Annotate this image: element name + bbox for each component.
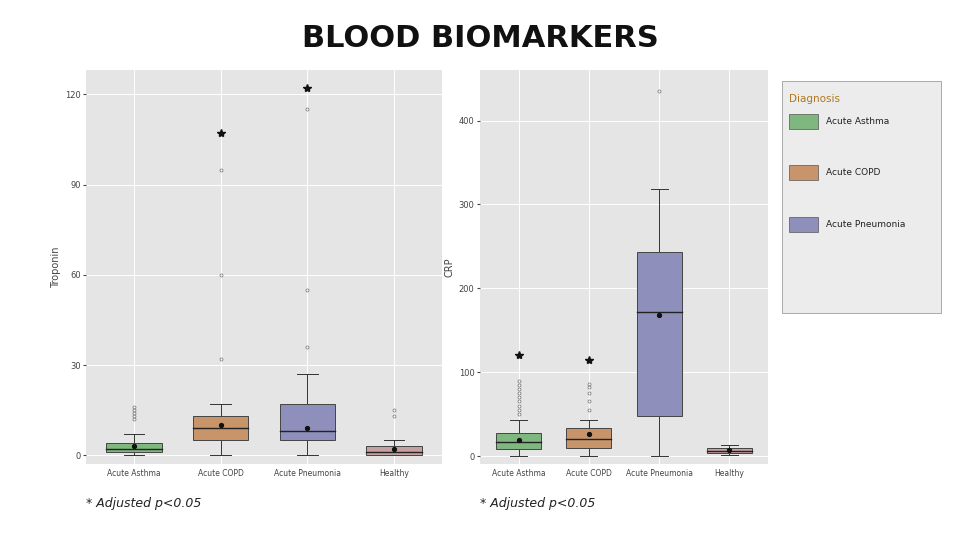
Text: Acute Pneumonia: Acute Pneumonia <box>826 220 905 228</box>
Bar <box>496 434 541 449</box>
Text: Acute COPD: Acute COPD <box>826 168 880 177</box>
Bar <box>193 416 249 440</box>
Text: Acute Asthma: Acute Asthma <box>826 117 889 126</box>
Bar <box>366 447 421 455</box>
Text: * Adjusted p<0.05: * Adjusted p<0.05 <box>86 497 202 510</box>
Bar <box>566 428 612 448</box>
Y-axis label: CRP: CRP <box>444 258 454 277</box>
Bar <box>279 404 335 440</box>
Text: BLOOD BIOMARKERS: BLOOD BIOMARKERS <box>301 24 659 53</box>
Text: * Adjusted p<0.05: * Adjusted p<0.05 <box>480 497 595 510</box>
Bar <box>707 448 752 454</box>
Bar <box>107 443 162 453</box>
Text: Diagnosis: Diagnosis <box>789 94 840 105</box>
Y-axis label: Troponin: Troponin <box>51 247 60 288</box>
Bar <box>636 252 682 416</box>
